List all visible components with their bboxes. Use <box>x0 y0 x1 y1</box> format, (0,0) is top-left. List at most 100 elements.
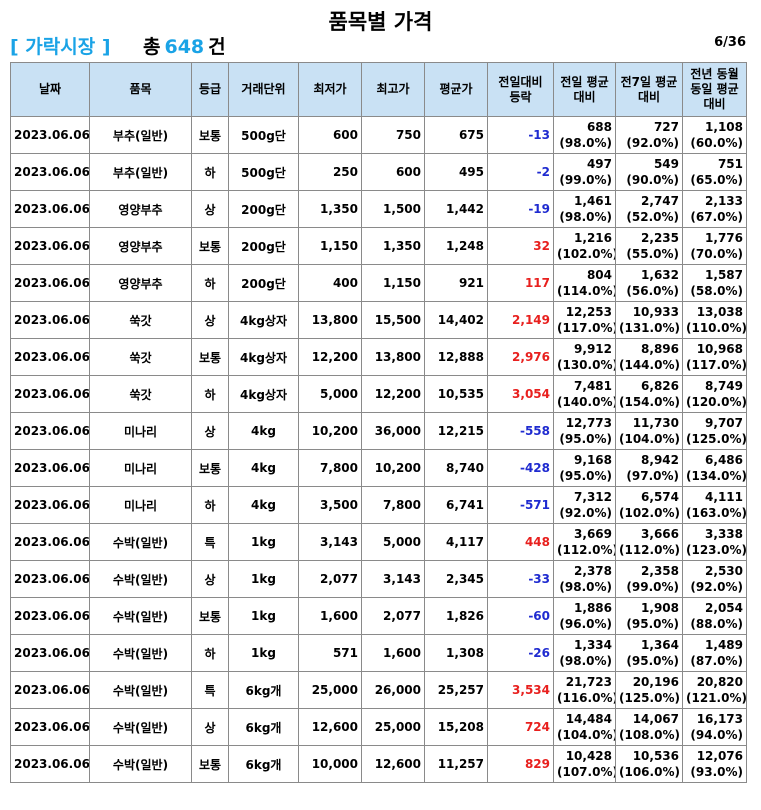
cell-prev-year-value: 1,108 <box>705 120 743 134</box>
cell-max-price: 750 <box>361 116 425 154</box>
cell-prev-week-value: 10,536 <box>632 749 679 763</box>
cell-min-price: 13,800 <box>298 301 362 339</box>
cell-prev-week-value: 3,666 <box>641 527 679 541</box>
cell-prev-week-percent: (56.0%) <box>626 284 679 298</box>
cell-prev-day-percent: (117.0%) <box>557 321 616 335</box>
cell-avg-price: 2,345 <box>424 560 488 598</box>
cell-date: 2023.06.06 <box>10 301 90 339</box>
cell-prev-week-percent: (92.0%) <box>626 136 679 150</box>
cell-prev-day-value: 21,723 <box>565 675 612 689</box>
cell-prev-day-value: 9,912 <box>574 342 612 356</box>
cell-grade: 보통 <box>191 116 229 154</box>
table-row: 2023.06.06 수박(일반) 상 6kg개 12,600 25,000 15,208 7… <box>10 708 747 746</box>
cell-prev-day-value: 7,312 <box>574 490 612 504</box>
table-row: 2023.06.06 영양부추 상 200g단 1,350 1,500 1,442 -19 1,… <box>10 190 747 228</box>
cell-min-price: 2,077 <box>298 560 362 598</box>
cell-prev-year-percent: (87.0%) <box>690 654 743 668</box>
cell-prev-week: 727 (92.0%) <box>615 116 683 154</box>
cell-avg-price: 10,535 <box>424 375 488 413</box>
cell-change: -19 <box>487 190 554 228</box>
cell-prev-day-percent: (98.0%) <box>559 210 612 224</box>
cell-prev-year: 2,530 (92.0%) <box>682 560 747 598</box>
cell-max-price: 36,000 <box>361 412 425 450</box>
cell-prev-year-percent: (65.0%) <box>690 173 743 187</box>
cell-unit: 4kg상자 <box>228 338 299 376</box>
table-row: 2023.06.06 쑥갓 보통 4kg상자 12,200 13,800 12,888 2,9… <box>10 338 747 376</box>
cell-prev-week-percent: (95.0%) <box>626 617 679 631</box>
cell-prev-week-value: 10,933 <box>632 305 679 319</box>
cell-date: 2023.06.06 <box>10 597 90 635</box>
cell-unit: 4kg상자 <box>228 301 299 339</box>
cell-prev-year-value: 16,173 <box>696 712 743 726</box>
header-change: 전일대비 등락 <box>487 62 554 117</box>
cell-prev-week: 1,632 (56.0%) <box>615 264 683 302</box>
header-date: 날짜 <box>10 62 90 117</box>
cell-prev-day-percent: (95.0%) <box>559 432 612 446</box>
cell-prev-year-value: 13,038 <box>696 305 743 319</box>
cell-prev-week-value: 2,358 <box>641 564 679 578</box>
cell-avg-price: 675 <box>424 116 488 154</box>
cell-prev-week-value: 1,632 <box>641 268 679 282</box>
cell-item: 쑥갓 <box>89 375 192 413</box>
cell-prev-week: 3,666 (112.0%) <box>615 523 683 561</box>
cell-prev-year: 10,968 (117.0%) <box>682 338 747 376</box>
cell-prev-day-value: 1,886 <box>574 601 612 615</box>
cell-prev-week-percent: (112.0%) <box>619 543 680 557</box>
cell-date: 2023.06.06 <box>10 227 90 265</box>
cell-prev-week-percent: (102.0%) <box>619 506 680 520</box>
cell-change: 3,054 <box>487 375 554 413</box>
total-count: 총 648 건 <box>143 32 226 59</box>
cell-prev-year-value: 2,054 <box>705 601 743 615</box>
cell-prev-day-percent: (116.0%) <box>557 691 616 705</box>
cell-max-price: 1,600 <box>361 634 425 672</box>
cell-date: 2023.06.06 <box>10 116 90 154</box>
table-row: 2023.06.06 미나리 보통 4kg 7,800 10,200 8,740 -428 9,… <box>10 449 747 487</box>
cell-prev-year-percent: (134.0%) <box>686 469 747 483</box>
cell-prev-week-value: 11,730 <box>632 416 679 430</box>
cell-unit: 4kg상자 <box>228 375 299 413</box>
cell-prev-week: 10,933 (131.0%) <box>615 301 683 339</box>
cell-item: 미나리 <box>89 449 192 487</box>
cell-prev-day-value: 497 <box>586 157 612 171</box>
cell-prev-week: 2,358 (99.0%) <box>615 560 683 598</box>
cell-item: 수박(일반) <box>89 745 192 783</box>
cell-date: 2023.06.06 <box>10 412 90 450</box>
cell-prev-week-value: 549 <box>653 157 679 171</box>
cell-prev-day-percent: (130.0%) <box>557 358 616 372</box>
cell-unit: 1kg <box>228 523 299 561</box>
cell-prev-day-value: 14,484 <box>565 712 612 726</box>
cell-date: 2023.06.06 <box>10 190 90 228</box>
cell-grade: 상 <box>191 708 229 746</box>
cell-change: -2 <box>487 153 554 191</box>
cell-prev-day-percent: (140.0%) <box>557 395 616 409</box>
cell-prev-day: 497 (99.0%) <box>553 153 616 191</box>
cell-prev-year: 4,111 (163.0%) <box>682 486 747 524</box>
cell-date: 2023.06.06 <box>10 449 90 487</box>
cell-avg-price: 12,888 <box>424 338 488 376</box>
cell-prev-week-percent: (144.0%) <box>619 358 680 372</box>
cell-item: 미나리 <box>89 412 192 450</box>
market-label: [ 가락시장 ] <box>10 36 111 58</box>
table-row: 2023.06.06 부추(일반) 보통 500g단 600 750 675 -13 688 (9… <box>10 116 747 154</box>
cell-prev-week-value: 14,067 <box>632 712 679 726</box>
cell-item: 수박(일반) <box>89 708 192 746</box>
cell-max-price: 25,000 <box>361 708 425 746</box>
table-row: 2023.06.06 수박(일반) 특 6kg개 25,000 26,000 25,257 3… <box>10 671 747 709</box>
cell-min-price: 600 <box>298 116 362 154</box>
cell-grade: 특 <box>191 671 229 709</box>
cell-prev-week-percent: (95.0%) <box>626 654 679 668</box>
cell-prev-week-value: 20,196 <box>632 675 679 689</box>
cell-prev-year-percent: (163.0%) <box>686 506 747 520</box>
cell-prev-week-value: 2,747 <box>641 194 679 208</box>
cell-prev-day: 688 (98.0%) <box>553 116 616 154</box>
cell-change: 117 <box>487 264 554 302</box>
cell-grade: 하 <box>191 153 229 191</box>
cell-grade: 하 <box>191 634 229 672</box>
cell-unit: 200g단 <box>228 190 299 228</box>
cell-prev-day-value: 688 <box>586 120 612 134</box>
cell-date: 2023.06.06 <box>10 634 90 672</box>
cell-change: -558 <box>487 412 554 450</box>
cell-max-price: 2,077 <box>361 597 425 635</box>
cell-avg-price: 8,740 <box>424 449 488 487</box>
cell-change: 829 <box>487 745 554 783</box>
